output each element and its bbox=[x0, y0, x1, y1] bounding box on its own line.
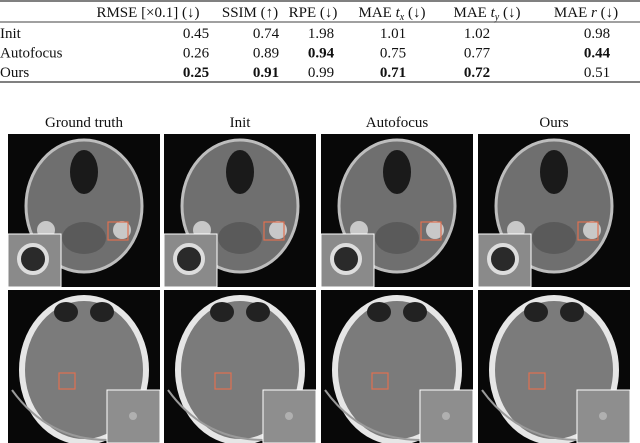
row-label: Autofocus bbox=[0, 46, 63, 62]
header-variable: t bbox=[491, 5, 496, 21]
ear-right bbox=[583, 221, 601, 239]
header-text: (↓) bbox=[404, 5, 425, 21]
table-cell: 1.98 bbox=[308, 26, 334, 42]
zoom-box bbox=[371, 372, 389, 390]
inset-detail bbox=[173, 243, 205, 275]
headrest bbox=[481, 389, 579, 441]
table-cell: 0.71 bbox=[380, 65, 406, 81]
table-cell: 0.98 bbox=[584, 26, 610, 42]
header-text: (↓) bbox=[499, 5, 520, 21]
headrest bbox=[11, 389, 109, 441]
eye-left bbox=[210, 302, 234, 322]
column-header: MAE tx (↓) bbox=[359, 5, 426, 23]
table-cell: 0.77 bbox=[464, 46, 491, 62]
column-header: RMSE [×0.1] (↓) bbox=[96, 5, 199, 21]
eye-left bbox=[367, 302, 391, 322]
inset-detail bbox=[487, 243, 519, 275]
inset-detail bbox=[129, 412, 137, 420]
column-header: MAE r (↓) bbox=[554, 5, 618, 21]
nasal-cavity bbox=[70, 150, 98, 194]
inset-detail bbox=[442, 412, 450, 420]
zoom-box bbox=[214, 372, 232, 390]
column-header: RPE (↓) bbox=[289, 5, 338, 21]
table-cell: 0.91 bbox=[253, 65, 279, 81]
table-cell: 0.45 bbox=[183, 26, 209, 42]
brain-stem bbox=[532, 222, 576, 254]
zoom-box bbox=[420, 221, 442, 241]
row-label: Init bbox=[0, 26, 22, 42]
ear-right bbox=[426, 221, 444, 239]
inset-detail bbox=[330, 243, 362, 275]
table-cell: 0.26 bbox=[183, 46, 210, 62]
headrest bbox=[324, 389, 422, 441]
column-header: MAE ty (↓) bbox=[454, 5, 521, 23]
table-cell: 1.02 bbox=[464, 26, 490, 42]
table-cell: 1.01 bbox=[380, 26, 406, 42]
table-cell: 0.51 bbox=[584, 65, 610, 81]
eye-right bbox=[246, 302, 270, 322]
nasal-cavity bbox=[540, 150, 568, 194]
column-header: SSIM (↑) bbox=[222, 5, 278, 21]
ear-right bbox=[269, 221, 287, 239]
column-title: Ours bbox=[539, 115, 568, 131]
ear-right bbox=[113, 221, 131, 239]
inset bbox=[163, 233, 218, 288]
table-cell: 0.89 bbox=[253, 46, 279, 62]
zoom-box bbox=[528, 372, 546, 390]
eye-right bbox=[90, 302, 114, 322]
table-cell: 0.94 bbox=[308, 46, 335, 62]
header-text: MAE bbox=[554, 5, 591, 21]
nasal-cavity bbox=[226, 150, 254, 194]
header-text: MAE bbox=[359, 5, 396, 21]
headrest bbox=[167, 389, 265, 441]
table-cell: 0.99 bbox=[308, 65, 334, 81]
table-cell: 0.74 bbox=[253, 26, 280, 42]
brain-stem bbox=[62, 222, 106, 254]
inset-detail bbox=[285, 412, 293, 420]
header-text: (↓) bbox=[597, 5, 618, 21]
table-cell: 0.75 bbox=[380, 46, 406, 62]
inset-detail bbox=[599, 412, 607, 420]
inset-detail bbox=[17, 243, 49, 275]
header-subscript: y bbox=[494, 12, 500, 23]
column-title: Ground truth bbox=[45, 115, 123, 131]
brain-stem bbox=[375, 222, 419, 254]
eye-right bbox=[403, 302, 427, 322]
header-text: MAE bbox=[454, 5, 491, 21]
header-variable: t bbox=[396, 5, 401, 21]
column-title: Init bbox=[230, 115, 252, 131]
eye-left bbox=[54, 302, 78, 322]
zoom-box bbox=[263, 221, 285, 241]
table-cell: 0.72 bbox=[464, 65, 490, 81]
zoom-box bbox=[577, 221, 599, 241]
header-subscript: x bbox=[399, 12, 405, 23]
table-cell: 0.44 bbox=[584, 46, 611, 62]
header-variable: r bbox=[591, 5, 597, 21]
eye-left bbox=[524, 302, 548, 322]
row-label: Ours bbox=[0, 65, 29, 81]
brain-stem bbox=[218, 222, 262, 254]
table-cell: 0.25 bbox=[183, 65, 209, 81]
zoom-box bbox=[107, 221, 129, 241]
eye-right bbox=[560, 302, 584, 322]
zoom-box bbox=[58, 372, 76, 390]
nasal-cavity bbox=[383, 150, 411, 194]
column-title: Autofocus bbox=[366, 115, 429, 131]
